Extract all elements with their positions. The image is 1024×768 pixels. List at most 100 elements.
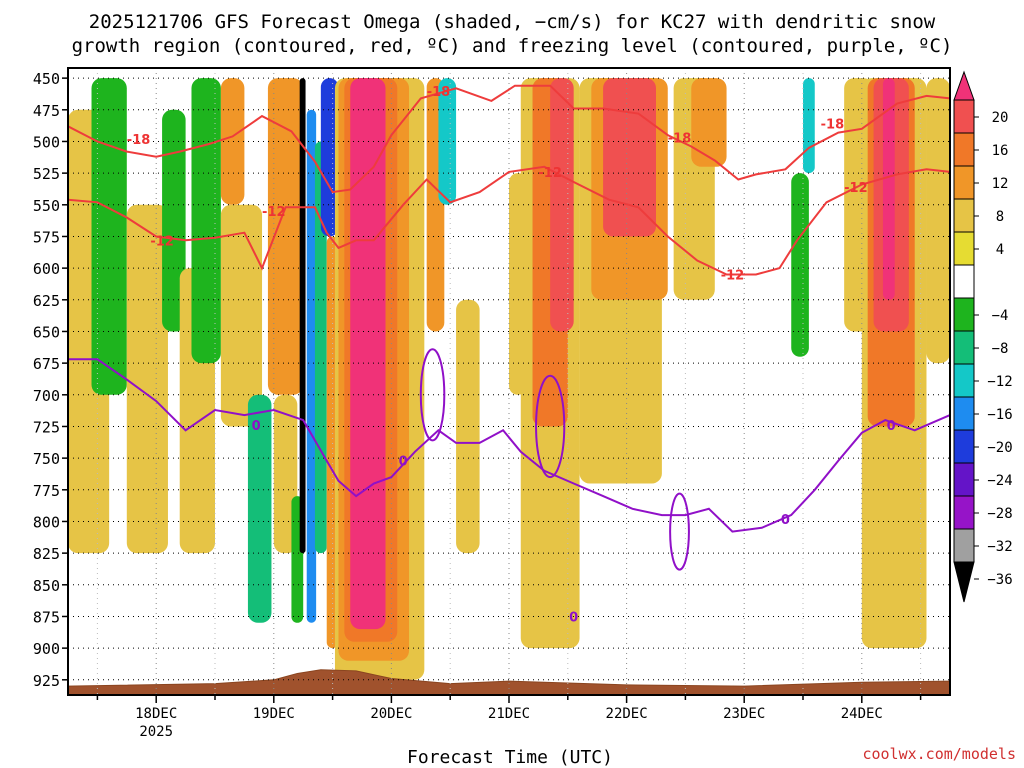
contour-label-5: -12 — [262, 205, 286, 220]
colorbar-label-0: 20 — [992, 110, 1009, 126]
contour-purple-0 — [68, 358, 951, 533]
contour-label-9: 0 — [252, 419, 261, 434]
y-axis-ticks: 450 475 500 525 550 575 600 625 650 675 700 725 750 7… — [33, 70, 68, 690]
y-tick-label-600: 600 — [33, 260, 60, 278]
y-tick-label-850: 850 — [33, 577, 60, 595]
omega-band-5 — [191, 78, 221, 364]
omega-band-34 — [803, 78, 815, 174]
x-tick-label-19DEC: 19DEC — [253, 706, 295, 722]
x-tick-label-18DEC: 18DEC — [135, 706, 177, 722]
y-tick-label-650: 650 — [33, 323, 60, 341]
colorbar-label-13: −36 — [987, 572, 1012, 588]
credit-text[interactable]: coolwx.com/models — [862, 745, 1016, 763]
colorbar-segment-12 — [953, 462, 975, 497]
y-tick-label-575: 575 — [33, 228, 60, 246]
contour-label-2: -18 — [668, 132, 692, 147]
y-tick-label-875: 875 — [33, 608, 60, 626]
x-axis-label: Forecast Time (UTC) — [407, 747, 613, 768]
omega-band-40 — [926, 78, 950, 364]
colorbar: 20 16 12 8 4 −4 −8 −12 −16 −20 −24 −28 −32 −36 — [953, 70, 1013, 603]
colorbar-label-2: 12 — [992, 176, 1009, 192]
colorbar-segment-2 — [953, 132, 975, 167]
omega-band-1 — [91, 78, 127, 395]
omega-band-13 — [306, 109, 317, 623]
contour-label-3: -18 — [821, 118, 845, 133]
colorbar-label-5: −4 — [992, 308, 1009, 324]
colorbar-segment-4 — [953, 198, 975, 233]
chart-title-line-1: 2025121706 GFS Forecast Omega (shaded, −… — [89, 11, 936, 33]
omega-band-7 — [220, 204, 263, 427]
colorbar-label-10: −24 — [987, 473, 1012, 489]
contour-red--18 — [67, 84, 951, 194]
contour-label-1: -18 — [427, 85, 451, 100]
omega-band-3 — [162, 109, 186, 332]
omega-band-33 — [791, 173, 809, 357]
contour-label-7: -12 — [721, 268, 745, 283]
ground-terrain — [67, 669, 951, 696]
omega-band-10 — [273, 394, 298, 554]
colorbar-label-4: 4 — [996, 242, 1004, 258]
x-axis-ticks: 18DEC 2025 19DEC 20DEC 21DEC 22DEC 23DEC 24DEC — [96, 695, 922, 740]
colorbar-label-6: −8 — [992, 341, 1009, 357]
x-tick-label-21DEC: 21DEC — [488, 706, 530, 722]
contour-purple-loop-2 — [535, 374, 566, 479]
omega-band-6 — [220, 78, 245, 205]
omega-band-14 — [314, 141, 327, 554]
chart-title-line-2: growth region (contoured, red, ºC) and f… — [72, 35, 953, 57]
contour-lines — [67, 84, 951, 571]
x-tick-sublabel: 2025 — [139, 724, 173, 740]
y-tick-label-750: 750 — [33, 450, 60, 468]
y-tick-label-700: 700 — [33, 387, 60, 405]
omega-band-30 — [603, 78, 656, 237]
omega-band-20 — [350, 78, 386, 630]
y-tick-label-550: 550 — [33, 197, 60, 215]
colorbar-segment-10 — [953, 396, 975, 431]
y-tick-label-450: 450 — [33, 70, 60, 88]
colorbar-label-8: −16 — [987, 407, 1012, 423]
omega-shading — [68, 78, 950, 680]
x-tick-label-22DEC: 22DEC — [606, 706, 648, 722]
x-tick-label-20DEC: 20DEC — [370, 706, 412, 722]
colorbar-segment-8 — [953, 330, 975, 365]
omega-band-9 — [267, 78, 304, 395]
y-tick-label-925: 925 — [33, 672, 60, 690]
contour-label-0: -18 — [127, 133, 151, 148]
y-tick-label-525: 525 — [33, 165, 60, 183]
contour-red--12 — [67, 165, 951, 276]
colorbar-segment-1 — [953, 99, 975, 134]
contour-label-4: -12 — [150, 234, 174, 249]
contour-purple-loop-1 — [669, 492, 690, 571]
ground-surface — [67, 669, 951, 696]
colorbar-label-1: 16 — [992, 143, 1009, 159]
grid-lines — [68, 68, 950, 695]
omega-band-15 — [320, 78, 339, 237]
y-tick-label-775: 775 — [33, 482, 60, 500]
contour-labels: -18 -18 -18 -18 -12 -12 -12 -12 -12 0 0 0 0 0 — [127, 85, 896, 626]
contour-label-8: -12 — [844, 181, 868, 196]
colorbar-label-7: −12 — [987, 374, 1012, 390]
contour-label-11: 0 — [569, 610, 578, 625]
colorbar-segment-11 — [953, 429, 975, 464]
y-tick-label-500: 500 — [33, 133, 60, 151]
omega-band-2 — [126, 204, 168, 554]
colorbar-segment-5 — [953, 231, 975, 266]
colorbar-segment-6 — [953, 264, 975, 299]
y-tick-label-625: 625 — [33, 292, 60, 310]
colorbar-label-11: −28 — [987, 506, 1012, 522]
x-tick-label-23DEC: 23DEC — [723, 706, 765, 722]
contour-label-13: 0 — [887, 419, 896, 434]
y-tick-label-825: 825 — [33, 545, 60, 563]
omega-band-32 — [691, 78, 727, 167]
colorbar-segment-13 — [953, 495, 975, 530]
colorbar-segment-7 — [953, 297, 975, 332]
y-tick-label-475: 475 — [33, 102, 60, 120]
omega-band-39 — [882, 78, 895, 300]
colorbar-label-9: −20 — [987, 440, 1012, 456]
y-tick-label-725: 725 — [33, 418, 60, 436]
colorbar-segment-9 — [953, 363, 975, 398]
y-tick-label-675: 675 — [33, 355, 60, 373]
colorbar-arrow-top — [953, 70, 975, 101]
omega-band-12 — [299, 78, 306, 554]
contour-label-10: 0 — [399, 455, 408, 470]
